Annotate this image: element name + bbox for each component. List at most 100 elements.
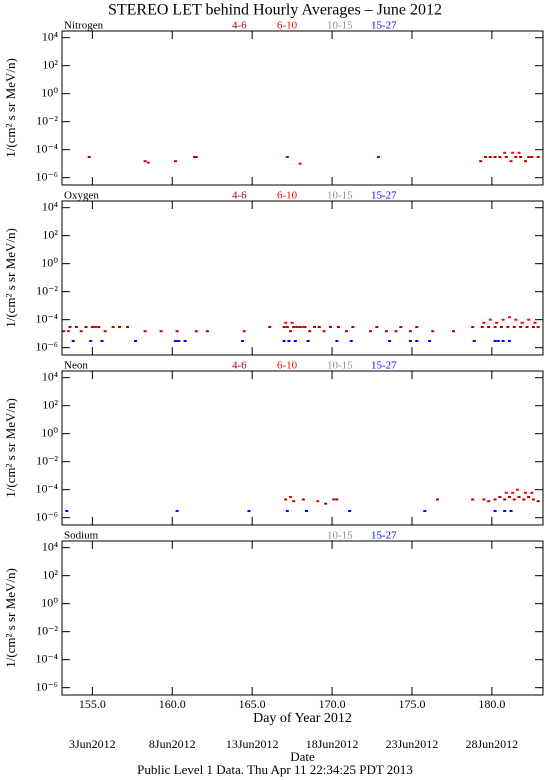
point	[282, 326, 286, 328]
point	[303, 326, 307, 328]
y-tick-label: 10⁴	[42, 539, 58, 553]
legend-label: 15-27	[371, 360, 397, 372]
point	[368, 330, 372, 333]
point	[242, 330, 246, 333]
date-tick-label: 3Jun2012	[69, 737, 116, 751]
point	[282, 340, 286, 342]
point	[284, 498, 288, 501]
point	[344, 330, 348, 333]
point	[71, 340, 75, 342]
point	[247, 510, 251, 512]
point	[293, 340, 297, 342]
point	[399, 326, 403, 328]
point	[536, 156, 540, 158]
point	[514, 156, 518, 158]
point	[527, 318, 531, 321]
point	[472, 340, 476, 342]
point	[205, 330, 209, 333]
point	[530, 156, 534, 158]
point	[511, 491, 515, 494]
y-tick-label: 10²	[42, 397, 58, 411]
point	[90, 326, 94, 328]
point	[514, 318, 518, 321]
point	[193, 156, 197, 158]
y-tick-label: 10⁻⁴	[35, 651, 58, 665]
point	[498, 496, 502, 498]
point	[84, 326, 88, 328]
y-tick-label: 10⁻²	[36, 113, 58, 127]
point	[452, 330, 456, 333]
point	[284, 321, 288, 324]
legend-label: 15-27	[371, 20, 397, 32]
point	[428, 340, 432, 342]
legend-label: 10-15	[327, 20, 353, 32]
date-tick-label: 8Jun2012	[149, 737, 196, 751]
point	[493, 340, 497, 342]
point	[423, 510, 427, 512]
point	[97, 326, 101, 328]
point	[507, 340, 511, 342]
point	[322, 330, 326, 333]
y-tick-label: 10⁻⁴	[35, 481, 58, 495]
point	[488, 318, 492, 321]
point	[519, 326, 523, 328]
y-tick-label: 10⁻²	[36, 623, 58, 637]
point	[295, 326, 299, 328]
y-axis-label: 1/(cm² s sr MeV/n)	[3, 398, 18, 498]
point	[175, 510, 179, 512]
panel-label: Neon	[64, 360, 88, 372]
date-tick-label: 18Jun2012	[306, 737, 359, 751]
point	[515, 488, 519, 491]
x-tick-label: 170.0	[319, 697, 346, 711]
legend-label: 10-15	[327, 190, 353, 202]
point	[517, 496, 521, 498]
point	[522, 498, 526, 501]
point	[487, 326, 491, 328]
point	[375, 326, 379, 328]
legend-label: 6-10	[277, 20, 298, 32]
point	[134, 340, 138, 342]
point	[517, 151, 521, 154]
x-tick-label: 155.0	[79, 697, 106, 711]
point	[408, 330, 412, 333]
point	[493, 326, 497, 328]
point	[285, 326, 289, 328]
point	[287, 340, 291, 342]
point	[431, 330, 435, 333]
point	[495, 321, 499, 324]
y-tick-label: 10⁴	[42, 29, 58, 43]
point	[503, 498, 507, 501]
point	[159, 330, 163, 333]
x-tick-label: 165.0	[239, 697, 266, 711]
point	[527, 156, 531, 158]
point	[388, 340, 392, 342]
y-tick-label: 10⁻⁶	[35, 509, 58, 523]
point	[536, 326, 540, 328]
point	[298, 326, 302, 328]
point	[536, 500, 540, 503]
point	[328, 326, 332, 328]
y-axis-label: 1/(cm² s sr MeV/n)	[3, 58, 18, 158]
plot-frame	[61, 540, 544, 696]
point	[100, 340, 104, 342]
panel-label: Oxygen	[64, 190, 99, 202]
point	[173, 160, 177, 163]
point	[194, 156, 198, 158]
point	[74, 326, 78, 328]
point	[533, 321, 537, 324]
point	[531, 326, 535, 328]
legend-label: 6-10	[277, 360, 298, 372]
point	[351, 326, 355, 328]
point	[499, 326, 503, 328]
point	[268, 326, 272, 328]
y-tick-label: 10²	[42, 567, 58, 581]
y-tick-label: 10⁻²	[36, 283, 58, 297]
point	[504, 156, 508, 158]
point	[531, 498, 535, 501]
point	[316, 500, 320, 503]
point	[118, 326, 122, 328]
y-tick-label: 10⁻²	[36, 453, 58, 467]
point	[471, 326, 475, 328]
y-axis-label: 1/(cm² s sr MeV/n)	[3, 228, 18, 328]
point	[175, 330, 179, 333]
